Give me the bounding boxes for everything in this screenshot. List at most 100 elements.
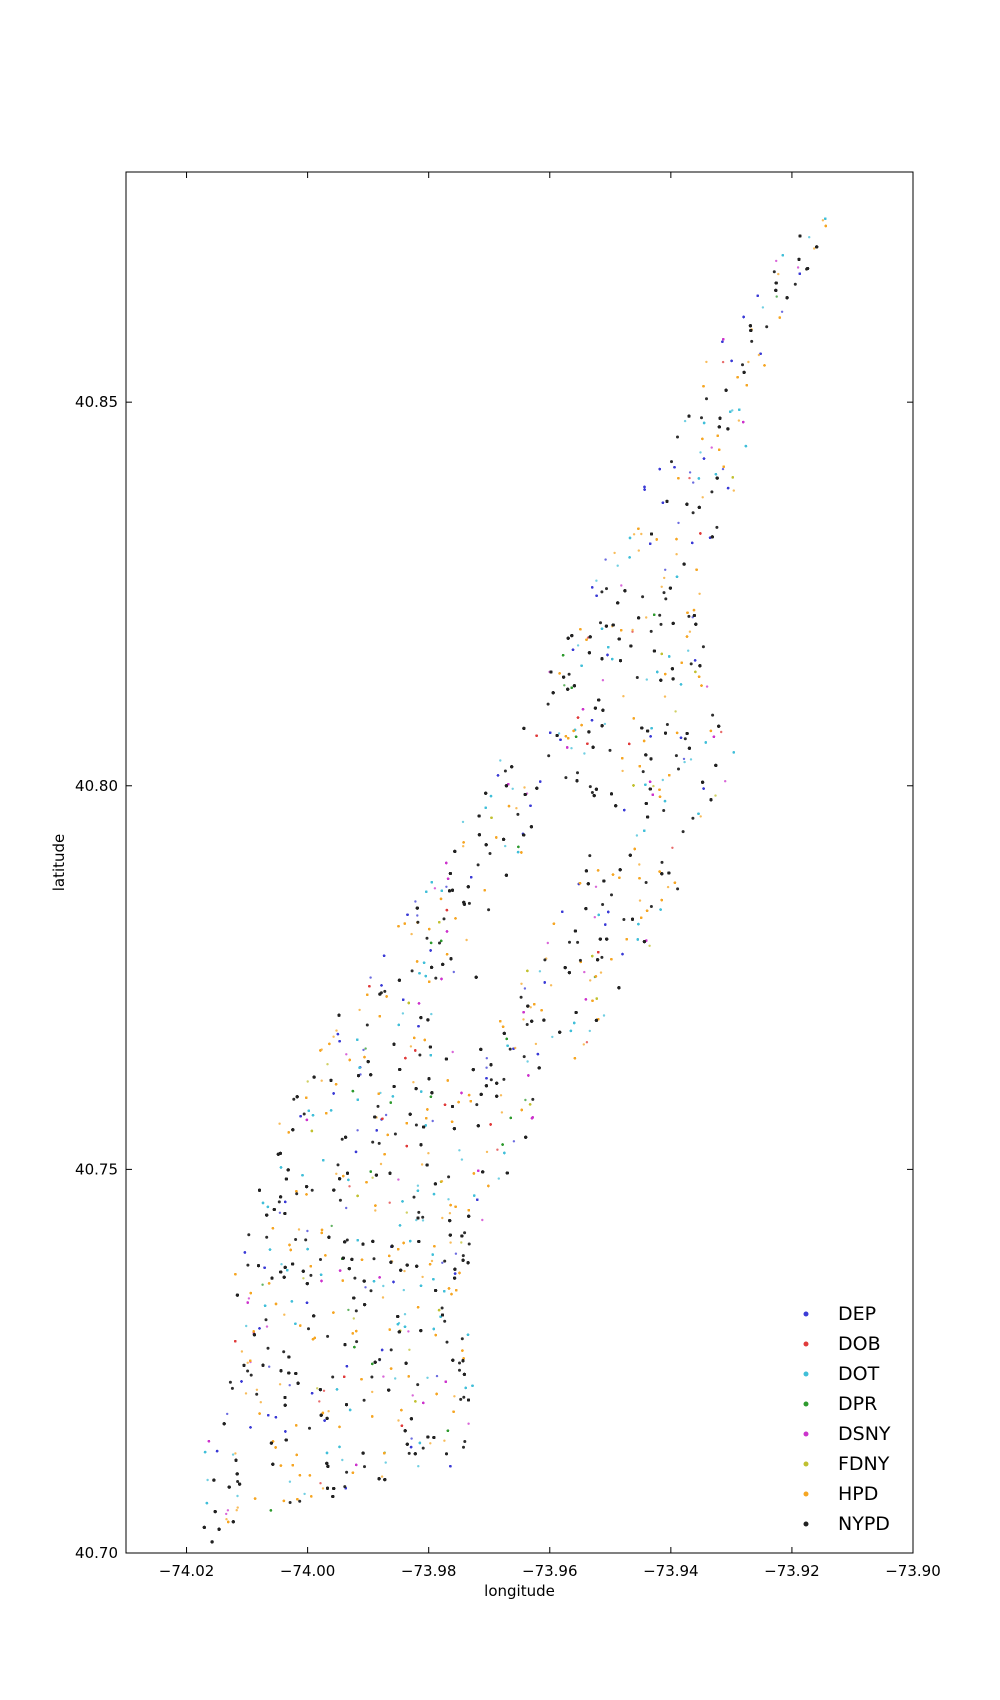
data-point [576,716,580,719]
data-point [415,960,419,963]
data-point [458,1271,461,1275]
series-dep [215,272,801,1490]
data-point [408,1348,411,1352]
data-point [519,995,523,999]
data-point [699,815,702,818]
series-hpd [225,219,827,1524]
data-point [380,1348,384,1352]
data-point [501,1143,504,1146]
data-point [677,521,680,525]
data-point [485,1077,488,1080]
data-point [378,1276,381,1279]
data-point [711,713,715,717]
data-point [543,981,546,984]
data-point [385,995,388,998]
data-point [520,982,523,985]
data-point [325,1451,329,1455]
data-point [506,1044,509,1048]
data-point [345,1365,349,1368]
data-point [643,829,646,832]
data-point [573,1021,576,1025]
data-point [416,920,420,924]
data-point [258,1327,261,1330]
data-point [323,1419,326,1422]
data-point [356,1038,359,1041]
data-point [421,1219,425,1222]
data-point [348,1058,351,1062]
data-point [440,1180,444,1183]
data-point [246,1369,250,1373]
data-point [424,1124,427,1127]
data-point [585,638,588,641]
data-point [240,1380,243,1383]
data-point [410,969,414,973]
data-point [757,353,761,357]
data-point [673,881,677,884]
data-point [665,723,669,726]
data-point [417,1002,421,1005]
data-point [692,608,696,612]
data-point [298,1474,302,1477]
data-point [594,885,598,888]
data-point [393,1132,397,1136]
data-point [282,1499,286,1503]
data-point [454,1252,458,1255]
data-point [430,1012,433,1016]
data-point [741,363,744,367]
data-point [487,908,491,912]
data-point [576,644,580,647]
data-point [663,695,667,698]
data-point [462,1445,465,1449]
data-point [611,657,614,661]
data-point [245,1324,248,1328]
data-point [476,1198,479,1201]
data-point [435,1374,439,1378]
data-point [445,908,449,912]
data-point [658,870,661,873]
data-point [319,1273,323,1277]
data-point [645,909,649,912]
data-point [397,1419,400,1422]
data-point [668,774,671,777]
data-point [280,1263,283,1266]
data-point [584,998,588,1001]
data-point [732,751,735,754]
data-point [338,1445,341,1449]
data-point [508,1047,512,1051]
data-point [648,780,652,783]
data-point [675,575,679,578]
data-point [622,695,625,698]
data-point [394,1377,397,1380]
data-point [461,1254,465,1258]
data-point [396,1323,400,1326]
data-point [338,1198,342,1202]
data-point [397,1023,400,1027]
data-point [710,446,713,449]
data-point [658,788,661,791]
data-point [677,477,680,480]
data-point [403,1269,406,1273]
data-point [470,876,473,879]
data-point [724,780,727,783]
data-point [328,1042,331,1046]
data-point [225,1512,228,1516]
data-point [695,568,698,571]
data-point [463,1231,467,1235]
data-point [417,1025,420,1028]
data-point [683,760,686,764]
data-point [702,457,706,460]
data-point [597,913,600,917]
data-point [380,1475,384,1478]
data-point [824,217,827,220]
data-point [414,900,417,903]
data-point [722,465,725,468]
data-point [382,1375,385,1378]
data-point [363,1465,366,1469]
data-point [605,587,608,591]
data-point [655,538,658,541]
data-point [440,977,443,981]
data-point [228,1380,232,1384]
data-point [489,794,493,798]
data-point [338,1425,341,1429]
